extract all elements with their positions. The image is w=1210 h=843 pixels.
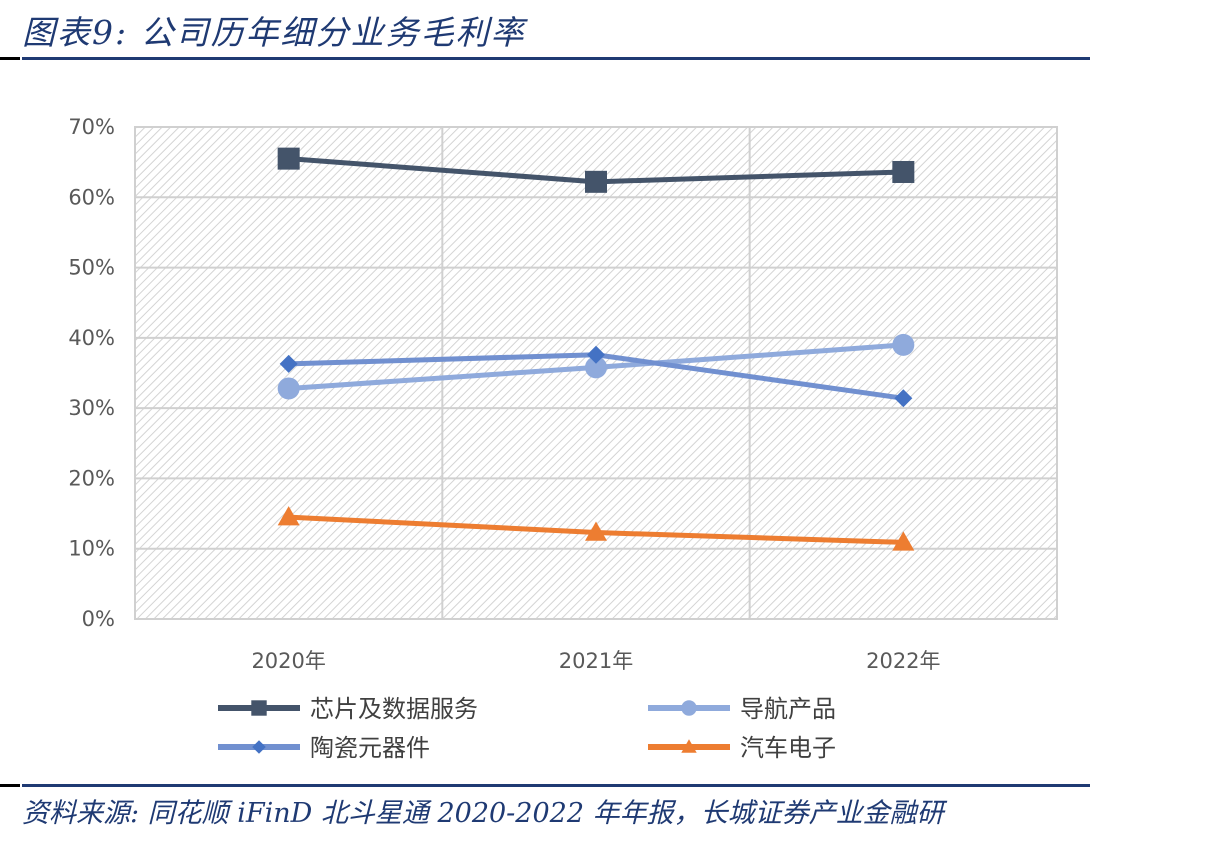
x-tick-label: 2021年 <box>559 649 633 673</box>
y-tick-label: 40% <box>68 326 115 350</box>
marker-diamond <box>587 345 605 364</box>
legend-item: 导航产品 <box>648 695 836 723</box>
title-rule <box>22 57 1090 60</box>
series-1 <box>277 333 915 400</box>
series-0 <box>277 147 915 193</box>
legend-label: 汽车电子 <box>740 734 836 762</box>
source-rule <box>22 784 1090 787</box>
legend-label: 导航产品 <box>740 695 836 723</box>
y-axis: 0% 10% 20% 30% 40% 50% 60% 70% <box>68 115 115 631</box>
legend-item: 芯片及数据服务 <box>218 695 478 723</box>
y-tick-label: 50% <box>68 256 115 280</box>
x-tick-label: 2022年 <box>866 649 940 673</box>
source-note: 资料来源: 同花顺 iFinD 北斗星通 2020-2022 年年报，长城证券产… <box>22 798 944 829</box>
y-tick-label: 0% <box>82 607 115 631</box>
y-tick-label: 10% <box>68 537 115 561</box>
y-tick-label: 30% <box>68 396 115 420</box>
series <box>277 147 915 551</box>
series-3 <box>277 506 915 551</box>
legend-label: 芯片及数据服务 <box>310 695 478 723</box>
y-tick-label: 20% <box>68 466 115 490</box>
marker-circle <box>277 377 300 400</box>
series-2 <box>279 345 913 408</box>
marker-circle <box>892 333 915 356</box>
x-axis: 2020年 2021年 2022年 <box>251 649 940 673</box>
marker-circle <box>585 356 607 379</box>
source-rule-left <box>0 784 20 787</box>
marker-diamond <box>252 740 266 754</box>
legend-label: 陶瓷元器件 <box>310 734 430 762</box>
marker-triangle <box>277 506 300 526</box>
figure-title: 图表9: 公司历年细分业务毛利率 <box>22 13 526 52</box>
marker-diamond <box>279 354 298 373</box>
legend-item: 陶瓷元器件 <box>218 734 430 762</box>
marker-square <box>585 170 607 193</box>
marker-square <box>277 147 300 170</box>
marker-circle <box>681 700 697 716</box>
marker-square <box>892 160 915 183</box>
marker-triangle <box>585 521 607 541</box>
legend-item: 汽车电子 <box>648 734 836 762</box>
marker-square <box>251 700 267 716</box>
marker-diamond <box>894 389 913 408</box>
title-rule-left <box>0 57 20 60</box>
x-tick-label: 2020年 <box>251 649 325 673</box>
marker-triangle <box>681 739 697 753</box>
y-tick-label: 70% <box>68 115 115 139</box>
marker-triangle <box>892 531 915 551</box>
y-tick-label: 60% <box>68 185 115 209</box>
